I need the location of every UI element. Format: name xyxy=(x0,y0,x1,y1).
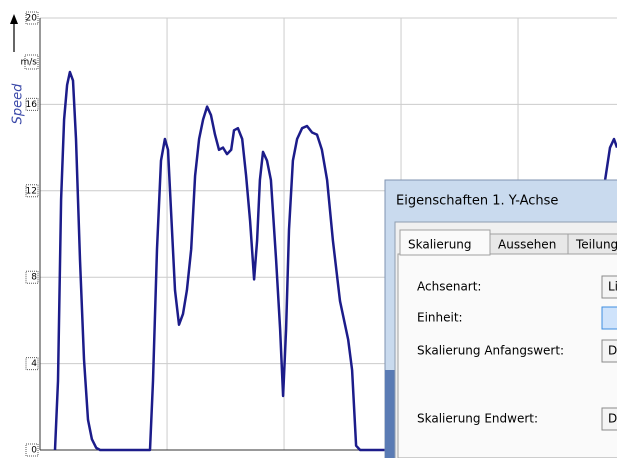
dialog-title: Eigenschaften 1. Y-Achse xyxy=(396,194,558,209)
tick-box xyxy=(25,184,39,198)
tab-label[interactable]: Skalierung xyxy=(408,238,472,252)
tab[interactable] xyxy=(567,233,617,255)
tab-label[interactable]: Aussehen xyxy=(498,238,556,252)
y-tick-label: 0 xyxy=(31,446,37,456)
field-label: Achsenart: xyxy=(417,280,481,294)
field-label: Skalierung Anfangswert: xyxy=(417,344,564,358)
field-input[interactable] xyxy=(601,306,617,330)
field-input[interactable] xyxy=(601,339,617,363)
y-tick-label: 16 xyxy=(26,100,38,110)
y-tick-label: 4 xyxy=(31,359,37,369)
y-axis-label: Speed xyxy=(11,83,26,125)
dialog: Eigenschaften 1. Y-Achse Skalierung Ausse… xyxy=(384,179,617,458)
y-tick-label: 20 xyxy=(26,14,38,24)
axis-arrow-head xyxy=(10,14,18,24)
tab-panel xyxy=(397,253,617,458)
dialog-edge xyxy=(385,370,395,458)
tab-label[interactable]: Teilung xyxy=(575,238,617,252)
field-value[interactable]: D xyxy=(608,344,617,358)
y-tick-label: 8 xyxy=(31,273,37,283)
tick-box xyxy=(25,443,39,457)
field-label: Einheit: xyxy=(417,311,463,325)
y-tick-label: 12 xyxy=(26,186,37,196)
y-unit: m/s xyxy=(21,58,38,68)
tick-box xyxy=(25,97,39,111)
field-input[interactable] xyxy=(601,275,617,299)
field-label: Skalierung Endwert: xyxy=(417,412,538,426)
field-input[interactable] xyxy=(601,407,617,431)
field-value[interactable]: Li xyxy=(608,280,617,294)
unit-box xyxy=(24,54,39,70)
tick-box xyxy=(25,270,39,284)
field-value[interactable]: D xyxy=(608,412,617,426)
tick-box xyxy=(25,357,39,371)
data-line xyxy=(53,70,617,452)
tick-box xyxy=(25,11,39,25)
